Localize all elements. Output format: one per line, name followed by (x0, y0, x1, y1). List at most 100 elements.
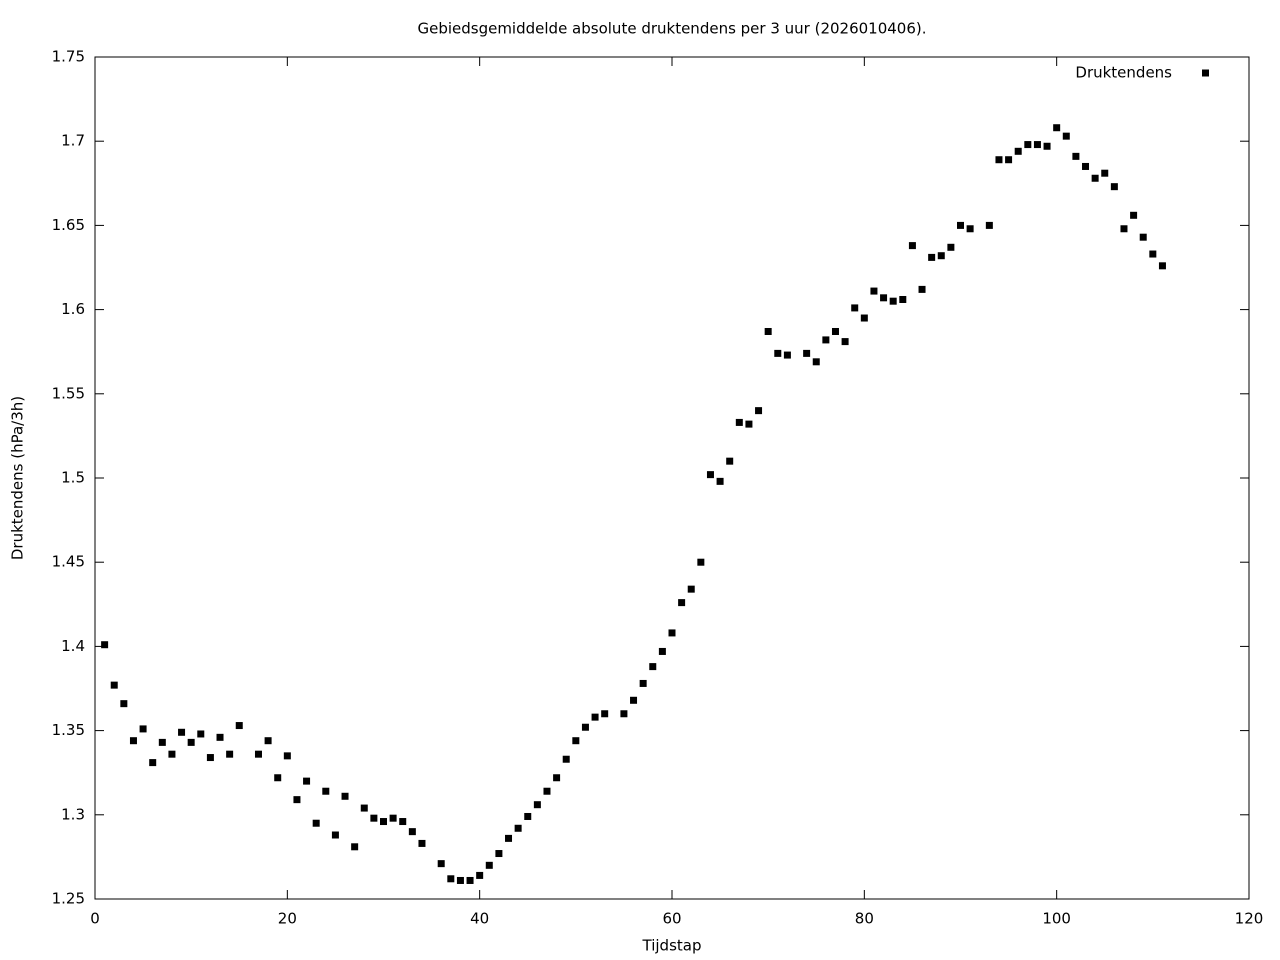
y-tick-label: 1.7 (61, 132, 85, 150)
point (899, 295, 907, 303)
point (1072, 152, 1080, 160)
point (1043, 142, 1051, 150)
point (456, 876, 464, 884)
point (331, 831, 339, 839)
point (745, 420, 753, 428)
point (274, 774, 282, 782)
point (553, 774, 561, 782)
point (1091, 174, 1099, 182)
point (389, 814, 397, 822)
legend-marker (1202, 69, 1209, 77)
legend-label: Druktendens (1075, 64, 1172, 82)
point (783, 351, 791, 359)
point (706, 471, 714, 479)
point (178, 728, 186, 736)
point (1158, 262, 1166, 270)
point (1110, 183, 1118, 191)
point (360, 804, 368, 812)
y-tick-label: 1.45 (52, 553, 85, 571)
point (293, 796, 301, 804)
point (630, 696, 638, 704)
y-tick-label: 1.55 (52, 384, 85, 402)
point (860, 314, 868, 322)
y-tick-label: 1.25 (52, 890, 85, 908)
point (380, 818, 387, 826)
point (476, 871, 484, 879)
point (466, 876, 474, 884)
point (639, 679, 647, 687)
point (620, 710, 628, 718)
point (937, 252, 945, 260)
point (341, 792, 349, 800)
point (957, 221, 964, 229)
point (1082, 162, 1090, 170)
y-tick-label: 1.65 (52, 216, 85, 234)
point (524, 812, 532, 820)
point (399, 818, 407, 826)
point (514, 824, 522, 832)
point (149, 759, 157, 767)
point (370, 814, 378, 822)
point (312, 819, 320, 827)
point (533, 801, 541, 809)
point (1101, 169, 1109, 177)
point (841, 338, 849, 346)
point (485, 861, 493, 869)
point (1120, 225, 1128, 233)
point (928, 253, 936, 261)
point (562, 755, 570, 763)
x-tick-label: 20 (278, 910, 297, 928)
y-tick-label: 1.35 (52, 721, 85, 739)
point (995, 156, 1003, 164)
x-tick-label: 100 (1042, 910, 1071, 928)
point (1053, 124, 1061, 132)
point (1024, 141, 1032, 149)
point (697, 558, 705, 566)
point (591, 713, 599, 721)
point (101, 641, 109, 649)
point (1033, 141, 1041, 149)
point (678, 599, 686, 607)
point (831, 327, 839, 335)
point (1149, 250, 1157, 258)
point (687, 585, 695, 593)
point (774, 349, 782, 357)
point (303, 777, 311, 785)
point (322, 787, 330, 795)
point (812, 358, 820, 366)
x-tick-label: 120 (1235, 910, 1264, 928)
point (726, 457, 734, 465)
point (889, 297, 897, 305)
point (216, 733, 224, 741)
point (851, 304, 859, 312)
point (1139, 233, 1147, 241)
y-tick-label: 1.3 (61, 805, 85, 823)
point (505, 834, 513, 842)
point (206, 754, 214, 762)
y-tick-label: 1.6 (61, 300, 85, 318)
point (908, 242, 916, 250)
point (822, 336, 830, 344)
point (658, 647, 666, 655)
point (418, 839, 426, 847)
point (408, 828, 416, 836)
point (158, 738, 166, 746)
point (437, 860, 445, 868)
point (264, 737, 272, 745)
point (120, 700, 128, 708)
chart-title: Gebiedsgemiddelde absolute druktendens p… (417, 20, 926, 38)
point (572, 737, 580, 745)
point (351, 843, 359, 851)
point (495, 850, 503, 858)
point (870, 287, 878, 295)
point (129, 737, 137, 745)
point (668, 629, 676, 637)
point (966, 225, 974, 233)
point (985, 221, 993, 229)
x-tick-label: 80 (855, 910, 874, 928)
plot-frame (94, 56, 1250, 900)
point (447, 875, 455, 883)
point (543, 787, 551, 795)
point (716, 477, 724, 485)
